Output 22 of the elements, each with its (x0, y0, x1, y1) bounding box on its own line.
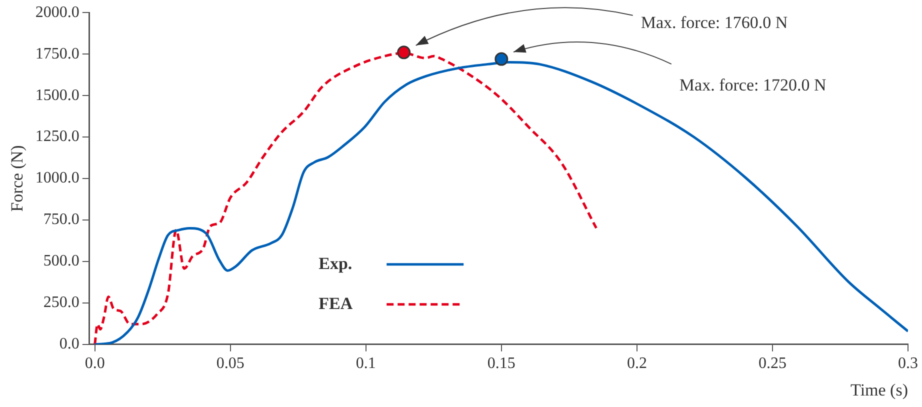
y-axis-title: Force (N) (8, 145, 27, 212)
y-tick-label: 2000.0 (35, 4, 80, 21)
y-tick-label: 1250.0 (35, 128, 80, 146)
annotation: Max. force: 1760.0 N (640, 12, 788, 32)
x-tick-label: 0.05 (216, 355, 244, 372)
y-tick-label: 750.0 (43, 211, 80, 228)
legend-label: FEA (318, 294, 354, 313)
x-tick-label: 0.2 (626, 355, 647, 372)
y-tick-label: 500.0 (43, 252, 80, 270)
x-tick-label: 0.15 (487, 355, 516, 372)
annotation: Max. force: 1720.0 N (679, 76, 826, 95)
x-tick-label: 0.25 (758, 355, 786, 372)
x-tick-label: 0.1 (356, 355, 376, 372)
legend-label: Exp. (318, 254, 352, 273)
y-tick-label: 1000.0 (35, 170, 80, 187)
x-axis-title: Time (s) (850, 380, 908, 400)
y-tick-label: 1500.0 (35, 86, 80, 104)
x-tick-label: 0.0 (84, 355, 105, 372)
y-tick-label: 0.0 (59, 336, 80, 353)
x-tick-label: 0.3 (898, 355, 918, 372)
y-tick-label: 250.0 (43, 294, 80, 312)
y-tick-label: 1750.0 (35, 45, 80, 62)
